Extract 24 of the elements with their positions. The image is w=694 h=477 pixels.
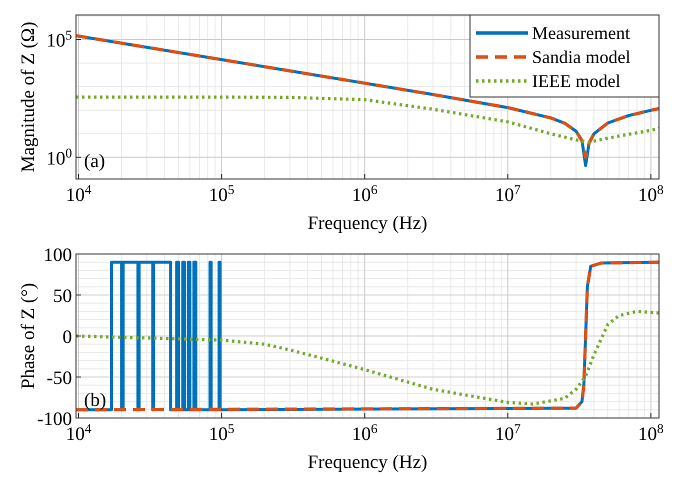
x-axis-title: Frequency (Hz) (308, 213, 428, 234)
x-tick-label: 10$^{8}$ (638, 182, 664, 206)
y-tick-label: 50 (53, 286, 72, 307)
legend-label: Measurement (532, 23, 630, 43)
y-tick-label: 0 (62, 327, 72, 348)
x-tick-label: 10$^{7}$ (494, 420, 521, 445)
x-tick-label: 10$^{6}$ (352, 420, 378, 445)
y-axis-title: Magnitude of Z (Ω) (18, 22, 39, 172)
annotation: (a) (84, 151, 106, 172)
x-axis-title: Frequency (Hz) (308, 452, 428, 473)
y-axis-title: Phase of Z (°) (18, 282, 39, 390)
x-tick-label: 10$^{5}$ (208, 182, 235, 206)
x-tick-label: 10$^{4}$ (66, 182, 92, 206)
y-tick-label: 100 (44, 245, 72, 266)
x-tick-label: 10$^{7}$ (494, 182, 521, 206)
legend-label: IEEE model (532, 71, 620, 91)
y-tick-label: 10$^{0}$ (46, 144, 72, 170)
x-tick-label: 10$^{8}$ (638, 420, 664, 445)
x-tick-label: 10$^{5}$ (208, 420, 235, 445)
y-tick-label: -50 (46, 368, 72, 389)
x-tick-label: 10$^{6}$ (352, 182, 378, 206)
annotation: (b) (84, 390, 106, 411)
y-tick-label: 10$^{5}$ (46, 27, 72, 52)
legend-label: Sandia model (532, 47, 630, 67)
